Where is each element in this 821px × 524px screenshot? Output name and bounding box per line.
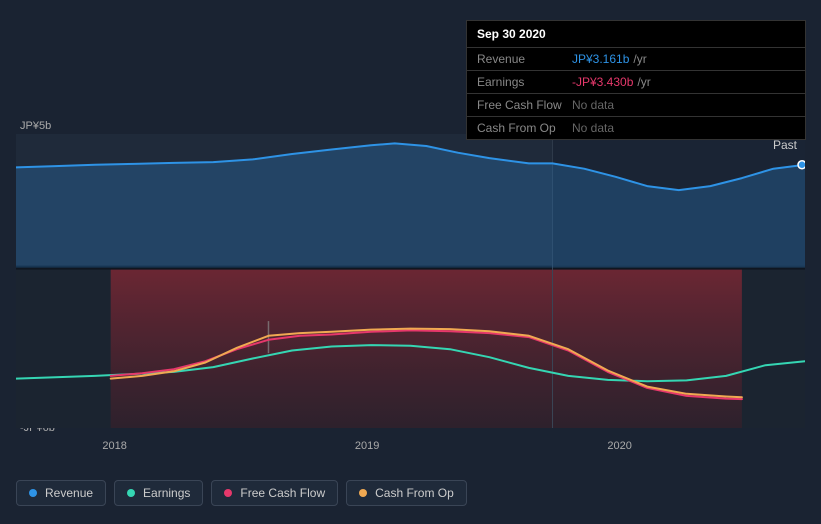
legend-item-earnings[interactable]: Earnings (114, 480, 203, 506)
chart-plot[interactable] (16, 134, 805, 428)
tooltip-nodata: No data (572, 98, 614, 112)
tooltip-row: Cash From OpNo data (467, 117, 805, 139)
tooltip-unit: /yr (637, 75, 650, 89)
tooltip-row: RevenueJP¥3.161b/yr (467, 48, 805, 71)
legend-item-revenue[interactable]: Revenue (16, 480, 106, 506)
tooltip-value: JP¥3.161b (572, 52, 629, 66)
tooltip-nodata: No data (572, 121, 614, 135)
x-tick: 2019 (355, 440, 379, 452)
past-label: Past (773, 138, 797, 152)
legend-item-free-cash-flow[interactable]: Free Cash Flow (211, 480, 338, 506)
tooltip-date: Sep 30 2020 (467, 21, 805, 48)
legend-label: Earnings (143, 486, 190, 500)
legend-dot-icon (359, 489, 367, 497)
x-axis: 2018 2019 2020 (16, 440, 805, 460)
legend-label: Revenue (45, 486, 93, 500)
y-axis-top-label: JP¥5b (20, 120, 51, 132)
tooltip-value: -JP¥3.430b (572, 75, 633, 89)
chart-area: JP¥5b JP¥0 -JP¥6b Past (16, 120, 805, 440)
tooltip-unit: /yr (633, 52, 646, 66)
tooltip-metric-label: Free Cash Flow (477, 98, 572, 112)
tooltip-row: Earnings-JP¥3.430b/yr (467, 71, 805, 94)
legend-dot-icon (127, 489, 135, 497)
legend-item-cash-from-op[interactable]: Cash From Op (346, 480, 467, 506)
data-tooltip: Sep 30 2020 RevenueJP¥3.161b/yrEarnings-… (466, 20, 806, 140)
legend-dot-icon (224, 489, 232, 497)
tooltip-metric-label: Revenue (477, 52, 572, 66)
tooltip-metric-label: Earnings (477, 75, 572, 89)
x-tick: 2018 (102, 440, 126, 452)
legend-label: Free Cash Flow (240, 486, 325, 500)
tooltip-row: Free Cash FlowNo data (467, 94, 805, 117)
legend-label: Cash From Op (375, 486, 454, 500)
tooltip-metric-label: Cash From Op (477, 121, 572, 135)
legend: Revenue Earnings Free Cash Flow Cash From O… (16, 480, 467, 506)
x-tick: 2020 (607, 440, 631, 452)
legend-dot-icon (29, 489, 37, 497)
